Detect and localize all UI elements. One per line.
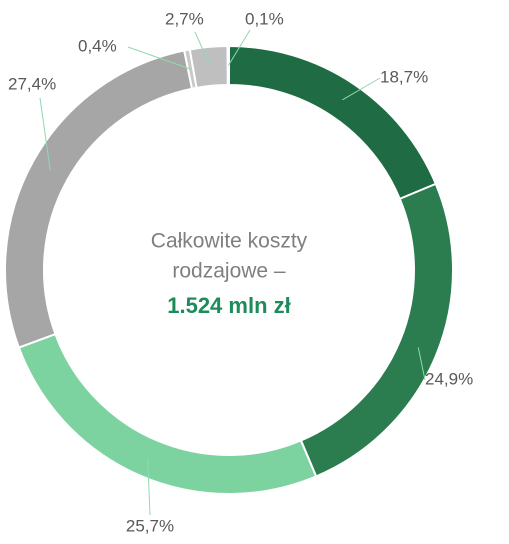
leader-line xyxy=(147,457,151,516)
leader-line xyxy=(127,46,191,70)
leader-line xyxy=(342,77,381,101)
data-label: 0,4% xyxy=(78,36,117,55)
data-label: 18,7% xyxy=(380,67,428,86)
donut-segment xyxy=(17,332,318,495)
leader-line xyxy=(417,347,426,381)
data-label: 25,7% xyxy=(126,516,174,535)
center-value: 1.524 mln zł xyxy=(167,293,291,318)
donut-segment xyxy=(4,49,194,349)
center-text: Całkowite koszty xyxy=(151,230,308,253)
donut-segment xyxy=(226,44,230,87)
center-text: rodzajowe – xyxy=(172,260,286,283)
donut-segment xyxy=(188,44,229,90)
leader-line xyxy=(39,97,51,171)
data-label: 2,7% xyxy=(165,9,204,28)
data-label: 0,1% xyxy=(245,9,284,28)
data-label: 27,4% xyxy=(8,74,56,93)
leader-line xyxy=(194,31,211,67)
leader-line xyxy=(227,29,251,66)
data-label: 24,9% xyxy=(425,369,473,388)
donut-segment xyxy=(299,182,454,478)
